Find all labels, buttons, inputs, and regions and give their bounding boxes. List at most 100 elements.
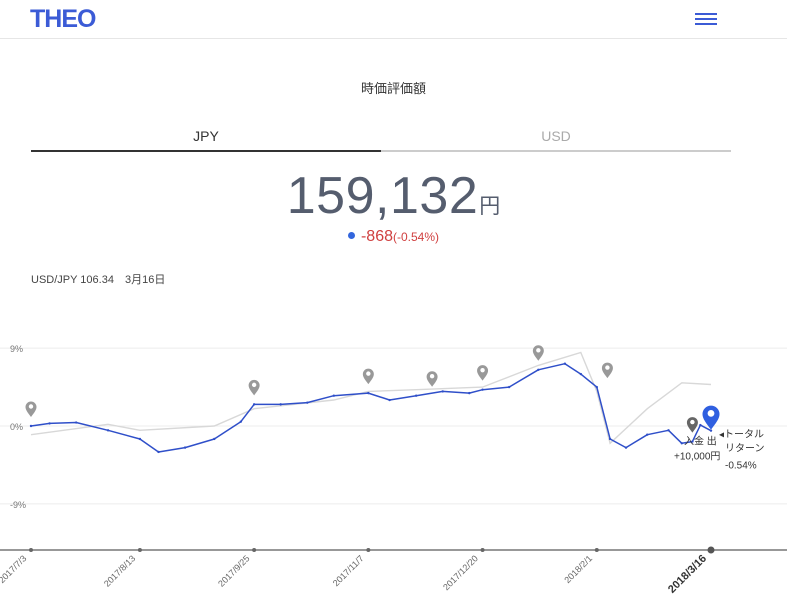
y-tick-label: 9% <box>10 344 23 354</box>
x-tick-dot <box>137 548 142 552</box>
portfolio-data-point <box>563 362 567 365</box>
pin-body <box>702 405 720 430</box>
return-label-line2: リターン <box>725 443 765 455</box>
portfolio-data-point <box>279 403 282 406</box>
location-marker-icon <box>477 365 489 381</box>
portfolio-data-point <box>332 394 336 397</box>
pin-body <box>25 401 37 417</box>
x-tick-dot <box>594 548 599 552</box>
amount-value: 159,132 <box>286 167 479 225</box>
portfolio-data-point <box>48 422 51 425</box>
x-tick-dot <box>29 548 33 552</box>
portfolio-data-point <box>646 433 649 436</box>
x-tick-label: 2018/3/16 <box>666 553 709 596</box>
portfolio-data-point <box>481 388 484 391</box>
x-tick-label: 2017/12/20 <box>441 553 480 592</box>
location-marker-icon <box>532 345 544 361</box>
portfolio-data-point <box>441 390 444 393</box>
performance-chart[interactable]: 9% 0% -9% 2017/7/3 2017/8/13 2017/9/25 2017/11… <box>0 325 787 611</box>
pin-body <box>477 365 489 381</box>
portfolio-data-point <box>595 385 598 389</box>
portfolio-data-point <box>667 429 670 432</box>
return-value: -0.54% <box>725 461 757 472</box>
portfolio-data-point <box>252 403 256 406</box>
x-tick-label: 2017/7/3 <box>0 553 28 585</box>
app-header: THEO <box>0 0 787 39</box>
portfolio-data-point <box>624 446 628 449</box>
event-amount: +10,000円 <box>674 452 720 463</box>
x-tick-label: 2017/8/13 <box>102 553 137 588</box>
portfolio-data-point <box>74 421 78 424</box>
portfolio-data-point <box>213 437 216 441</box>
location-marker-icon <box>362 368 374 385</box>
portfolio-data-point <box>699 423 702 427</box>
tab-jpy[interactable]: JPY <box>31 128 381 152</box>
y-tick-label: -9% <box>10 500 26 510</box>
portfolio-data-point <box>367 391 370 395</box>
hamburger-menu-icon[interactable] <box>695 11 717 25</box>
theo-logo[interactable]: THEO <box>30 5 96 33</box>
y-tick-label: 0% <box>10 422 23 432</box>
menu-bar <box>695 18 717 20</box>
pin-hole <box>605 365 610 370</box>
section-title: 時価評価額 <box>360 82 426 97</box>
menu-bar <box>695 23 717 25</box>
portfolio-data-point <box>388 398 391 402</box>
fx-date: 3月16日 <box>124 274 166 286</box>
portfolio-data-point <box>709 429 713 432</box>
portfolio-data-point <box>106 429 110 432</box>
pin-hole <box>28 404 34 409</box>
x-tick-dot <box>480 548 485 552</box>
pin-hole <box>251 382 257 388</box>
location-marker-icon <box>248 379 260 396</box>
portfolio-data-point <box>183 446 187 449</box>
portfolio-data-point <box>680 442 683 445</box>
benchmark-series-line <box>30 351 712 445</box>
pin-body <box>362 368 374 385</box>
portfolio-data-point <box>306 401 309 404</box>
portfolio-data-point <box>537 368 540 371</box>
pin-body <box>686 417 698 433</box>
portfolio-data-point <box>579 372 583 376</box>
location-marker-icon <box>426 371 438 387</box>
fx-pair-label: USD/JPY 106.34 <box>31 274 114 286</box>
portfolio-series-line <box>30 362 712 453</box>
current-position-marker-icon <box>702 405 720 430</box>
pin-hole <box>536 348 541 353</box>
location-marker-icon <box>25 401 37 417</box>
pin-body <box>601 362 613 379</box>
location-marker-icon <box>686 417 698 433</box>
x-tick-label: 2017/9/25 <box>216 553 251 588</box>
pin-body <box>532 345 544 361</box>
change-percent: (-0.54%) <box>393 230 440 244</box>
return-label-line1: ◂トータル <box>719 429 764 441</box>
event-label: 入金 出 <box>684 435 717 448</box>
pin-hole <box>480 367 485 373</box>
portfolio-data-point <box>608 437 612 441</box>
x-tick-dot <box>252 548 257 552</box>
amount-unit: 円 <box>479 195 501 218</box>
pin-body <box>426 371 438 387</box>
pin-hole <box>429 374 435 379</box>
x-tick-dot <box>707 546 715 554</box>
portfolio-data-point <box>468 391 471 395</box>
pin-body <box>248 379 260 396</box>
portfolio-data-point <box>138 437 142 441</box>
pin-hole <box>707 409 715 417</box>
menu-bar <box>695 13 717 15</box>
x-tick-label: 2018/2/1 <box>562 553 594 585</box>
portfolio-data-point <box>414 394 418 397</box>
portfolio-data-point <box>507 385 511 389</box>
tab-usd[interactable]: USD <box>381 128 731 152</box>
fx-rate: USD/JPY 106.34 3月16日 <box>31 271 176 287</box>
x-tick-label: 2017/11/7 <box>331 553 366 588</box>
change-value: -868 <box>360 228 393 245</box>
pin-hole <box>366 371 371 376</box>
location-marker-icon <box>601 362 613 379</box>
portfolio-data-point <box>691 440 694 443</box>
valuation-amount: 159,132円 <box>0 166 787 226</box>
x-tick-dot <box>366 548 371 552</box>
portfolio-data-point <box>29 424 33 428</box>
portfolio-data-point <box>239 420 243 423</box>
valuation-change: -868(-0.54%) <box>0 228 787 246</box>
